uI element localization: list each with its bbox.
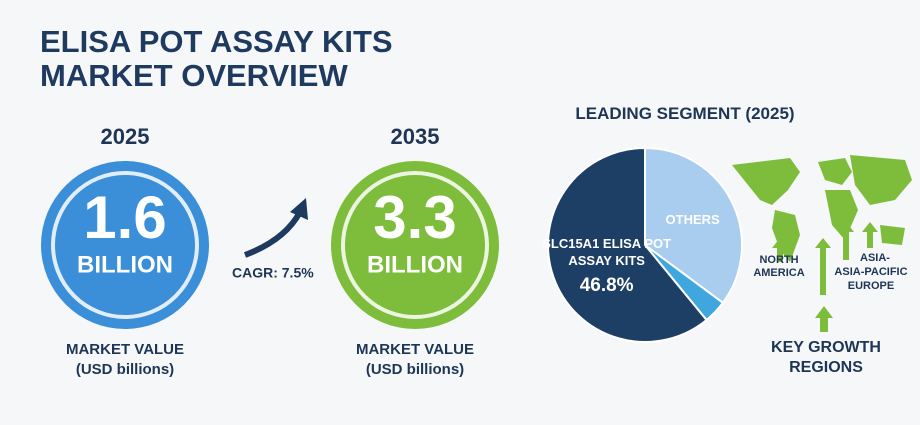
- year: 2035: [391, 124, 440, 149]
- stat-sublabel: (USD billions): [366, 361, 464, 378]
- pie-title: LEADING SEGMENT (2025): [575, 104, 795, 123]
- stat-label: MARKET VALUE: [66, 341, 184, 358]
- arrow-head: [290, 198, 308, 220]
- title-line: MARKET OVERVIEW: [40, 58, 348, 93]
- stat-value: 3.3: [373, 184, 456, 251]
- regions-title: KEY GROWTH REGIONS: [771, 339, 881, 376]
- stat-circle: [41, 161, 209, 329]
- pie-label: SLC15A1 ELISA POT ASSAY KITS: [542, 235, 672, 268]
- pie-label: OTHERS: [665, 212, 720, 227]
- stat-label: MARKET VALUE: [356, 341, 474, 358]
- pie-value: 46.8%: [579, 274, 634, 296]
- region-label: EUROPE: [847, 280, 895, 292]
- title-line: ELISA POT ASSAY KITS: [40, 24, 393, 59]
- stat-unit: BILLION: [367, 251, 463, 278]
- stat-ring: [341, 171, 489, 319]
- region-label: ASIA-PACIFIC: [834, 266, 908, 278]
- region-label: NORTH AMERICA: [753, 254, 805, 279]
- stat-circle: [331, 161, 499, 329]
- world-map: [732, 155, 912, 262]
- pie-slice: [644, 146, 743, 305]
- year: 2025: [101, 124, 150, 149]
- stat-ring: [51, 171, 199, 319]
- stat-unit: BILLION: [77, 251, 173, 278]
- cagr: CAGR: 7.5%: [232, 265, 314, 281]
- region-label: ASIA-: [860, 252, 890, 264]
- stat-value: 1.6: [83, 184, 166, 251]
- cagr-arrow: [243, 210, 303, 258]
- pie-slice: [547, 146, 708, 343]
- stat-sublabel: (USD billions): [76, 361, 174, 378]
- growth-arrows: [772, 222, 878, 332]
